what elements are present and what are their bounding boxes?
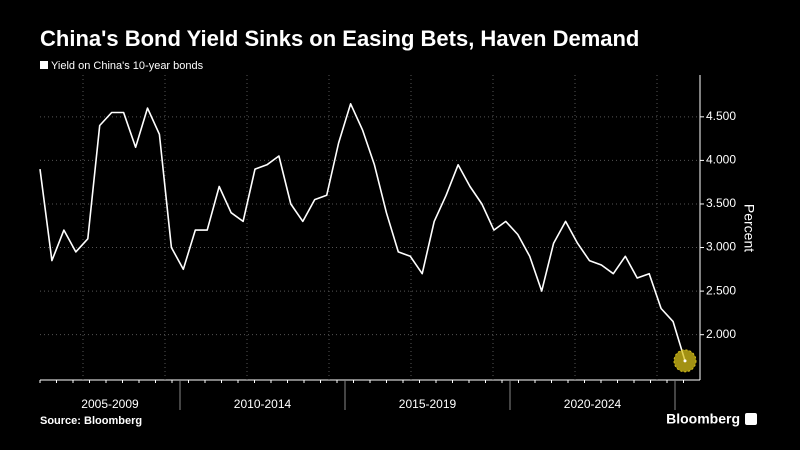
y-tick-label: 3.500 bbox=[706, 196, 736, 210]
yield-line bbox=[39, 103, 686, 362]
chart-title: China's Bond Yield Sinks on Easing Bets,… bbox=[40, 26, 639, 51]
latest-point bbox=[683, 359, 687, 363]
brand: Bloomberg bbox=[666, 411, 740, 427]
y-tick-label: 2.500 bbox=[706, 283, 736, 297]
y-tick-label: 4.500 bbox=[706, 109, 736, 123]
legend-swatch bbox=[40, 61, 48, 69]
x-period-label: 2015-2019 bbox=[399, 397, 457, 411]
source: Source: Bloomberg bbox=[40, 415, 142, 427]
x-period-label: 2005-2009 bbox=[81, 397, 139, 411]
brand-icon bbox=[745, 413, 757, 425]
x-period-label: 2020-2024 bbox=[564, 397, 622, 411]
y-tick-label: 2.000 bbox=[706, 327, 736, 341]
y-axis-label: Percent bbox=[741, 204, 757, 252]
y-tick-label: 4.000 bbox=[706, 153, 736, 167]
y-tick-label: 3.000 bbox=[706, 240, 736, 254]
x-period-label: 2010-2014 bbox=[234, 397, 292, 411]
legend-label: Yield on China's 10-year bonds bbox=[51, 60, 204, 72]
